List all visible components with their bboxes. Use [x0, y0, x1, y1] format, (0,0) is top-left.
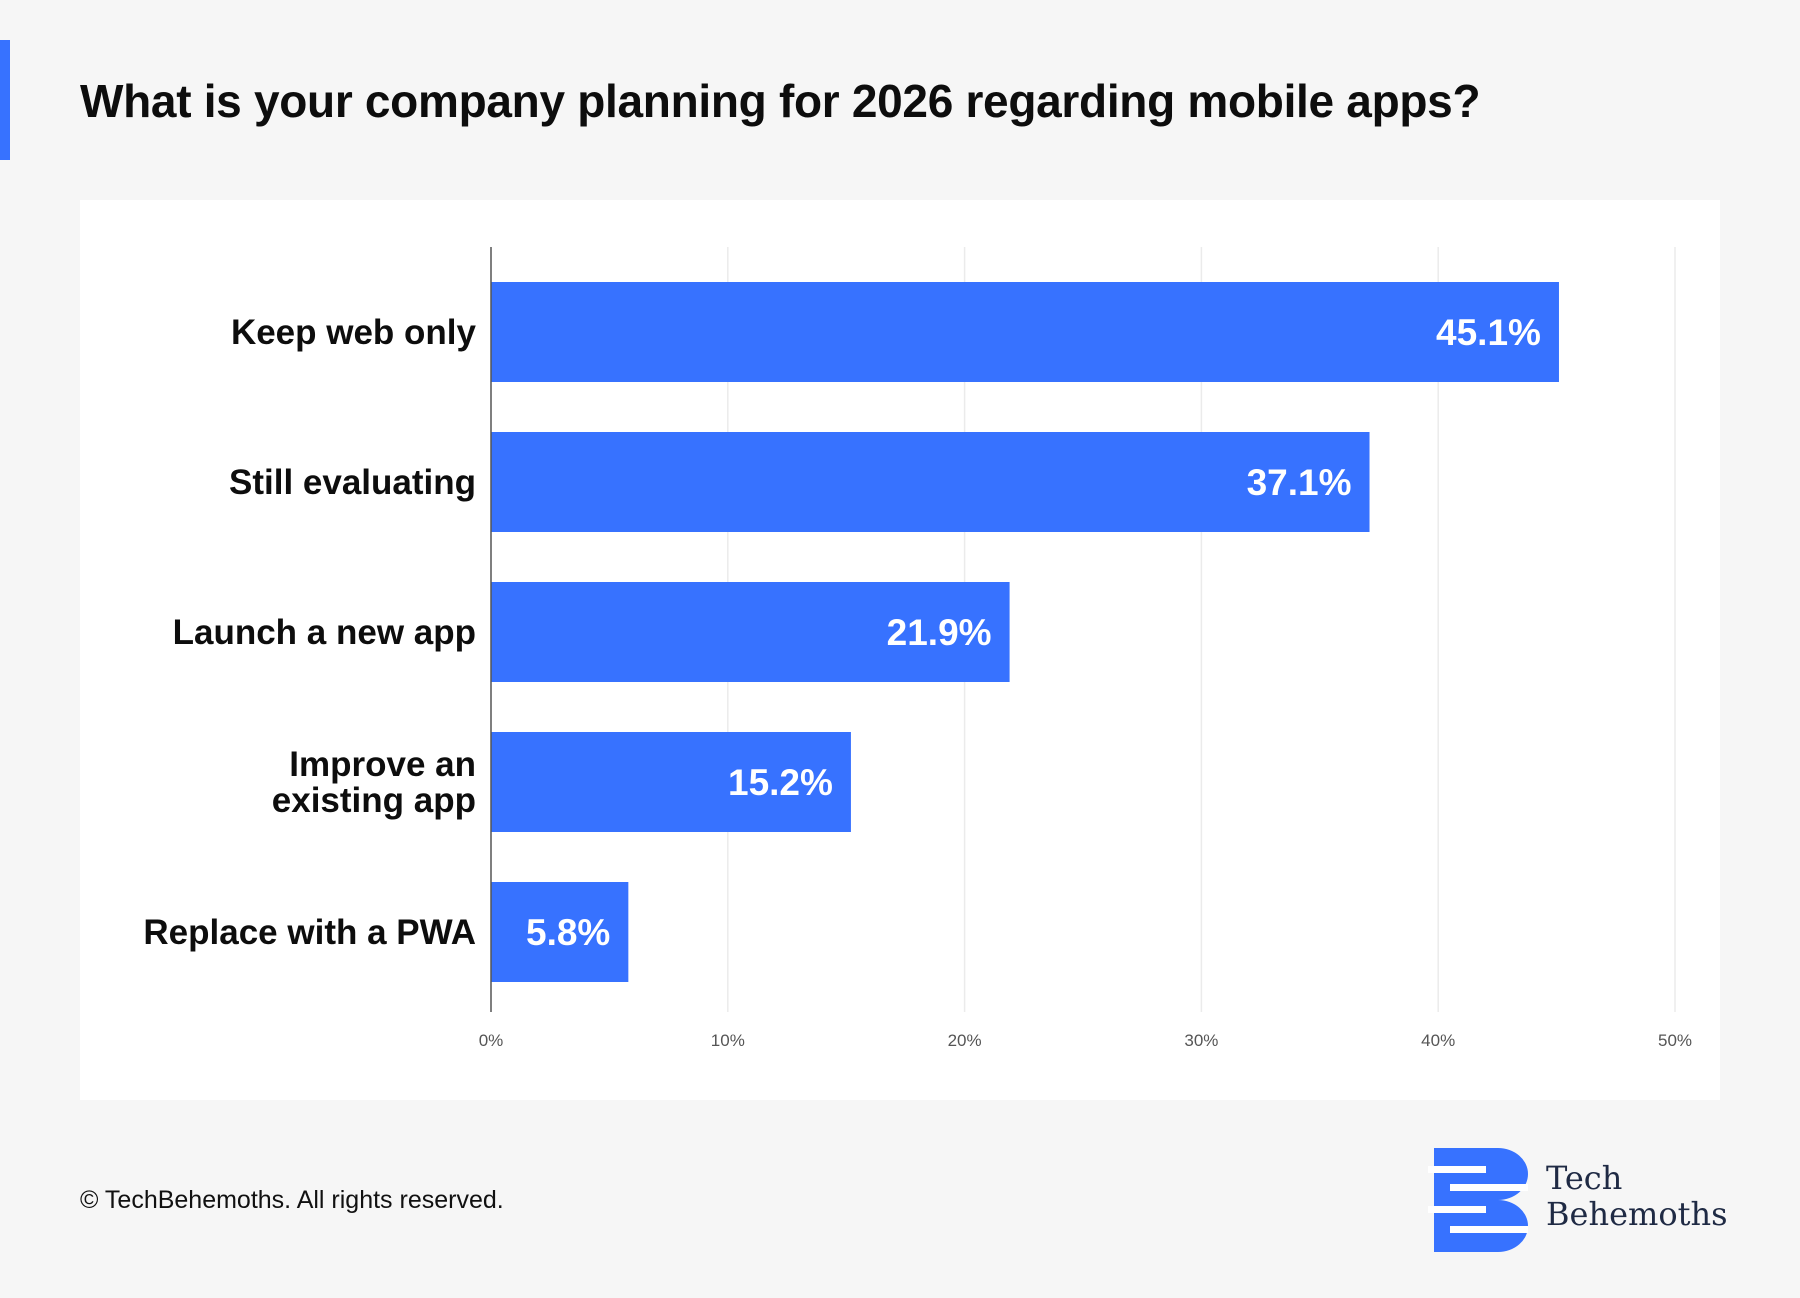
bar-value-label: 21.9%	[887, 612, 992, 653]
bar-value-label: 37.1%	[1247, 462, 1352, 503]
x-tick-label: 40%	[1421, 1031, 1455, 1050]
techbehemoths-logo-icon	[1428, 1148, 1528, 1252]
x-tick-label: 0%	[479, 1031, 504, 1050]
category-label: Improve an	[289, 745, 476, 784]
x-tick-label: 10%	[711, 1031, 745, 1050]
techbehemoths-logo: Tech Behemoths	[1428, 1148, 1728, 1252]
logo-line-2: Behemoths	[1546, 1195, 1728, 1233]
bar	[491, 282, 1559, 382]
bar-value-label: 5.8%	[526, 912, 610, 953]
category-label: Keep web only	[231, 313, 477, 352]
bar-value-label: 15.2%	[728, 762, 833, 803]
chart-title: What is your company planning for 2026 r…	[80, 75, 1481, 127]
x-tick-label: 30%	[1184, 1031, 1218, 1050]
category-label: Still evaluating	[229, 463, 476, 502]
chart-panel: 0% 10% 20% 30% 40% 50% 45.1% Keep web only 37.1%…	[80, 200, 1720, 1100]
logo-line-1: Tech	[1546, 1159, 1623, 1197]
bar	[491, 882, 629, 982]
logo-wordmark: Tech Behemoths	[1546, 1160, 1728, 1232]
x-tick-label: 50%	[1658, 1031, 1692, 1050]
bar	[491, 732, 851, 832]
bar	[491, 582, 1010, 682]
category-label: Replace with a PWA	[143, 913, 476, 952]
bar	[491, 432, 1370, 532]
x-tick-label: 20%	[948, 1031, 982, 1050]
category-label: Launch a new app	[173, 613, 476, 652]
bar-chart: 0% 10% 20% 30% 40% 50% 45.1% Keep web only 37.1%…	[143, 247, 1692, 1050]
accent-bar	[0, 40, 10, 160]
category-label: existing app	[272, 781, 476, 820]
bar-value-label: 45.1%	[1436, 312, 1541, 353]
copyright-footer: © TechBehemoths. All rights reserved.	[80, 1186, 504, 1214]
